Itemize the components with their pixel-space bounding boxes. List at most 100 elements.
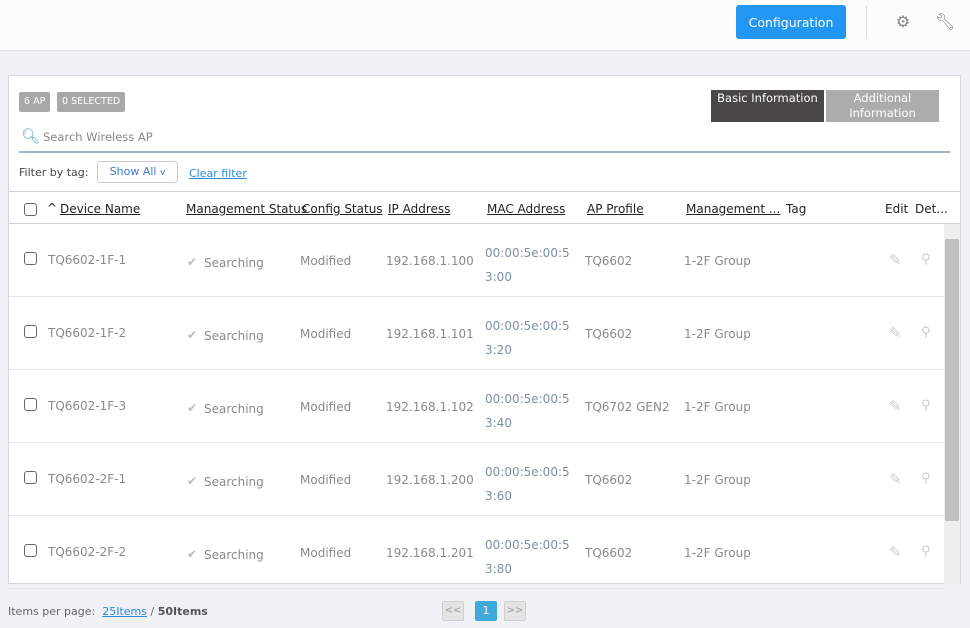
management-status: Searching	[204, 475, 264, 489]
ap-profile: TQ6702 GEN2	[585, 400, 670, 414]
col-ip-address[interactable]: IP Address	[388, 202, 451, 216]
edit-pencil-icon[interactable]: ✎	[889, 324, 902, 342]
ip-address: 192.168.1.101	[386, 327, 474, 341]
config-status: Modified	[300, 327, 352, 341]
clear-filter-link[interactable]: Clear filter	[189, 167, 247, 180]
col-details: Det...	[915, 202, 948, 216]
col-management-group[interactable]: Management ...	[686, 202, 781, 216]
check-icon: ✔	[187, 401, 198, 415]
management-group: 1-2F Group	[684, 546, 751, 560]
management-status: Searching	[204, 402, 264, 416]
separator: /	[150, 605, 155, 618]
row-checkbox[interactable]	[24, 398, 37, 411]
table-row[interactable]: TQ6602-2F-2 ✔ Searching Modified 192.168…	[9, 516, 944, 589]
select-all-checkbox[interactable]	[24, 203, 37, 216]
row-checkbox[interactable]	[24, 544, 37, 557]
items-25-link[interactable]: 25Items	[102, 605, 147, 618]
col-config-status[interactable]: Config Status	[302, 202, 383, 216]
mac-address: 00:00:5e:00:53:00	[485, 246, 570, 284]
tab-additional-information[interactable]: Additional Information	[826, 90, 939, 122]
tag-filter-dropdown[interactable]: Show All v	[97, 161, 178, 183]
edit-pencil-icon[interactable]: ✎	[889, 543, 902, 561]
ap-profile: TQ6602	[585, 327, 633, 341]
edit-pencil-icon[interactable]: ✎	[889, 470, 902, 488]
edit-pencil-icon[interactable]: ✎	[889, 397, 902, 415]
ap-list-panel: 6 AP 0 SELECTED Basic Information Additi…	[8, 75, 961, 589]
check-icon: ✔	[187, 474, 198, 488]
selected-count-badge: 0 SELECTED	[57, 92, 126, 112]
mac-address: 00:00:5e:00:53:40	[485, 392, 570, 430]
config-status: Modified	[300, 254, 352, 268]
col-tag: Tag	[786, 202, 807, 216]
col-mac-address[interactable]: MAC Address	[487, 202, 566, 216]
col-ap-profile[interactable]: AP Profile	[587, 202, 644, 216]
details-search-icon[interactable]: ⚲	[921, 398, 931, 413]
col-management-status[interactable]: Management Status	[186, 202, 308, 216]
mac-address: 00:00:5e:00:53:20	[485, 319, 570, 357]
filter-label: Filter by tag:	[19, 166, 89, 179]
ip-address: 192.168.1.200	[386, 473, 474, 487]
device-name[interactable]: TQ6602-1F-2	[48, 326, 127, 340]
check-icon: ✔	[187, 328, 198, 342]
management-group: 1-2F Group	[684, 254, 751, 268]
scrollbar-thumb[interactable]	[945, 239, 959, 521]
ip-address: 192.168.1.100	[386, 254, 474, 268]
items-per-page-label: Items per page:	[8, 605, 96, 618]
sort-asc-icon: ^	[47, 201, 58, 215]
config-status: Modified	[300, 546, 352, 560]
device-name[interactable]: TQ6602-2F-2	[48, 545, 127, 559]
next-page-button[interactable]: >>	[504, 601, 526, 621]
details-search-icon[interactable]: ⚲	[921, 325, 931, 340]
prev-page-button[interactable]: <<	[442, 601, 464, 621]
details-search-icon[interactable]: ⚲	[921, 471, 931, 486]
wrench-icon[interactable]: 🔧︎	[935, 12, 956, 31]
management-status: Searching	[204, 256, 264, 270]
ip-address: 192.168.1.201	[386, 546, 474, 560]
table-row[interactable]: TQ6602-1F-3 ✔ Searching Modified 192.168…	[9, 370, 944, 443]
search-icon: 🔍︎	[21, 127, 41, 145]
table-row[interactable]: TQ6602-2F-1 ✔ Searching Modified 192.168…	[9, 443, 944, 516]
row-checkbox[interactable]	[24, 471, 37, 484]
config-status: Modified	[300, 473, 352, 487]
management-group: 1-2F Group	[684, 400, 751, 414]
ip-address: 192.168.1.102	[386, 400, 474, 414]
edit-pencil-icon[interactable]: ✎	[889, 251, 902, 269]
vertical-scrollbar[interactable]	[944, 224, 960, 584]
col-device-name[interactable]: Device Name	[60, 202, 141, 216]
items-per-page: Items per page: 25Items / 50Items	[8, 605, 208, 618]
device-name[interactable]: TQ6602-1F-3	[48, 399, 127, 413]
device-name[interactable]: TQ6602-2F-1	[48, 472, 127, 486]
col-edit: Edit	[885, 202, 909, 216]
ap-count-badge: 6 AP	[19, 92, 51, 112]
configuration-button[interactable]: Configuration	[736, 5, 846, 39]
search-field[interactable]: 🔍︎ Search Wireless AP	[19, 126, 950, 153]
table-row[interactable]: TQ6602-1F-1 ✔ Searching Modified 192.168…	[9, 224, 944, 297]
check-icon: ✔	[187, 547, 198, 561]
items-50-option[interactable]: 50Items	[157, 605, 208, 618]
management-group: 1-2F Group	[684, 473, 751, 487]
ap-profile: TQ6602	[585, 546, 633, 560]
details-search-icon[interactable]: ⚲	[921, 544, 931, 559]
management-group: 1-2F Group	[684, 327, 751, 341]
management-status: Searching	[204, 329, 264, 343]
mac-address: 00:00:5e:00:53:60	[485, 465, 570, 503]
row-checkbox[interactable]	[24, 252, 37, 265]
table-row[interactable]: TQ6602-1F-2 ✔ Searching Modified 192.168…	[9, 297, 944, 370]
chevron-down-icon: v	[160, 168, 166, 178]
config-status: Modified	[300, 400, 352, 414]
page-1-button[interactable]: 1	[475, 601, 497, 621]
ap-profile: TQ6602	[585, 254, 633, 268]
tag-filter-value: Show All	[109, 165, 157, 178]
tab-basic-information[interactable]: Basic Information	[711, 90, 824, 122]
details-search-icon[interactable]: ⚲	[921, 252, 931, 267]
check-icon: ✔	[187, 255, 198, 269]
device-name[interactable]: TQ6602-1F-1	[48, 253, 127, 267]
ap-profile: TQ6602	[585, 473, 633, 487]
row-checkbox[interactable]	[24, 325, 37, 338]
gears-icon[interactable]: ⚙	[895, 12, 911, 31]
top-bar: Configuration ⚙ 🔧︎	[0, 0, 970, 51]
search-input[interactable]: Search Wireless AP	[43, 130, 153, 144]
divider	[866, 6, 867, 39]
table-header: ^ Device Name Management Status Config S…	[9, 191, 960, 224]
mac-address: 00:00:5e:00:53:80	[485, 538, 570, 576]
